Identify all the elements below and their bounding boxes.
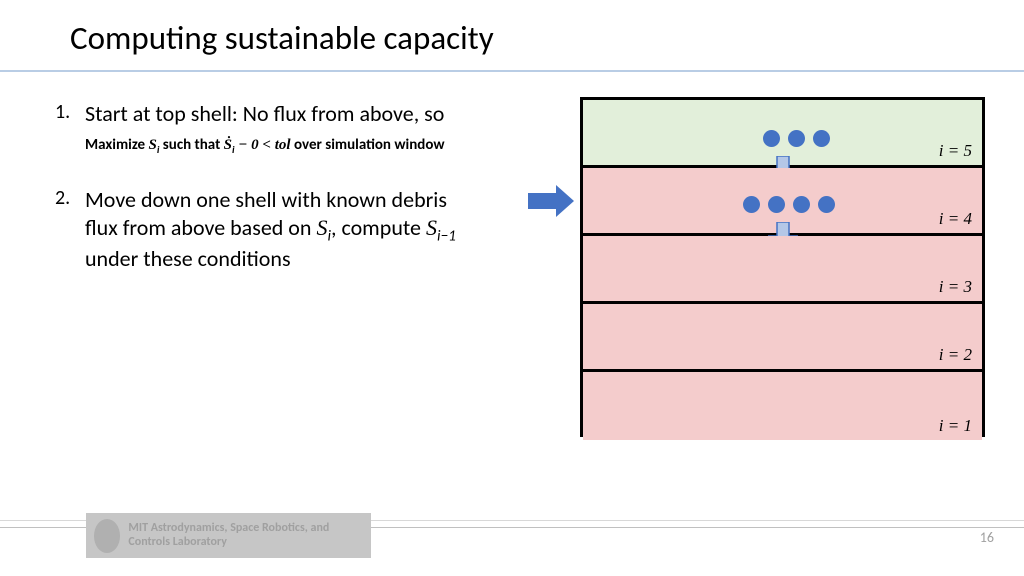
shell-label: i = 5 (939, 141, 972, 161)
debris-dots (743, 196, 835, 213)
dot-icon (818, 196, 835, 213)
shell-label: i = 1 (939, 416, 972, 436)
list-item-2: 2. Move down one shell with known debris… (55, 186, 475, 273)
item-number: 1. (55, 100, 85, 128)
footer-org-text: MIT Astrodynamics, Space Robotics, and C… (128, 522, 363, 548)
debris-dots (763, 130, 830, 147)
title-divider (0, 70, 1024, 72)
footer-logo: MIT Astrodynamics, Space Robotics, and C… (86, 513, 371, 558)
shell-row: i = 4 (583, 168, 982, 236)
page-number: 16 (980, 529, 994, 546)
dot-icon (743, 196, 760, 213)
list-item-1: 1. Start at top shell: No flux from abov… (55, 100, 475, 128)
item-text: Move down one shell with known debris fl… (85, 186, 475, 273)
dot-icon (768, 196, 785, 213)
shell-label: i = 2 (939, 345, 972, 365)
dot-icon (763, 130, 780, 147)
item-1-subtext: Maximize Si such that Ṡi − 0 < tol over … (85, 136, 455, 157)
item-number: 2. (55, 186, 85, 273)
dot-icon (813, 130, 830, 147)
dot-icon (793, 196, 810, 213)
shell-row: i = 2 (583, 304, 982, 372)
shell-row: i = 1 (583, 372, 982, 440)
slide-title: Computing sustainable capacity (70, 18, 494, 58)
slide: Computing sustainable capacity 1. Start … (0, 0, 1024, 576)
dot-icon (788, 130, 805, 147)
shell-row: i = 3 (583, 236, 982, 304)
pointer-arrow-icon (528, 185, 574, 222)
shell-label: i = 3 (939, 277, 972, 297)
shell-diagram: i = 5 i = 4 i = 3 i = 2 i = 1 (580, 97, 985, 437)
content-list: 1. Start at top shell: No flux from abov… (55, 100, 475, 281)
shell-label: i = 4 (939, 209, 972, 229)
logo-icon (94, 519, 120, 553)
shell-row: i = 5 (583, 100, 982, 168)
item-text: Start at top shell: No flux from above, … (85, 100, 475, 128)
